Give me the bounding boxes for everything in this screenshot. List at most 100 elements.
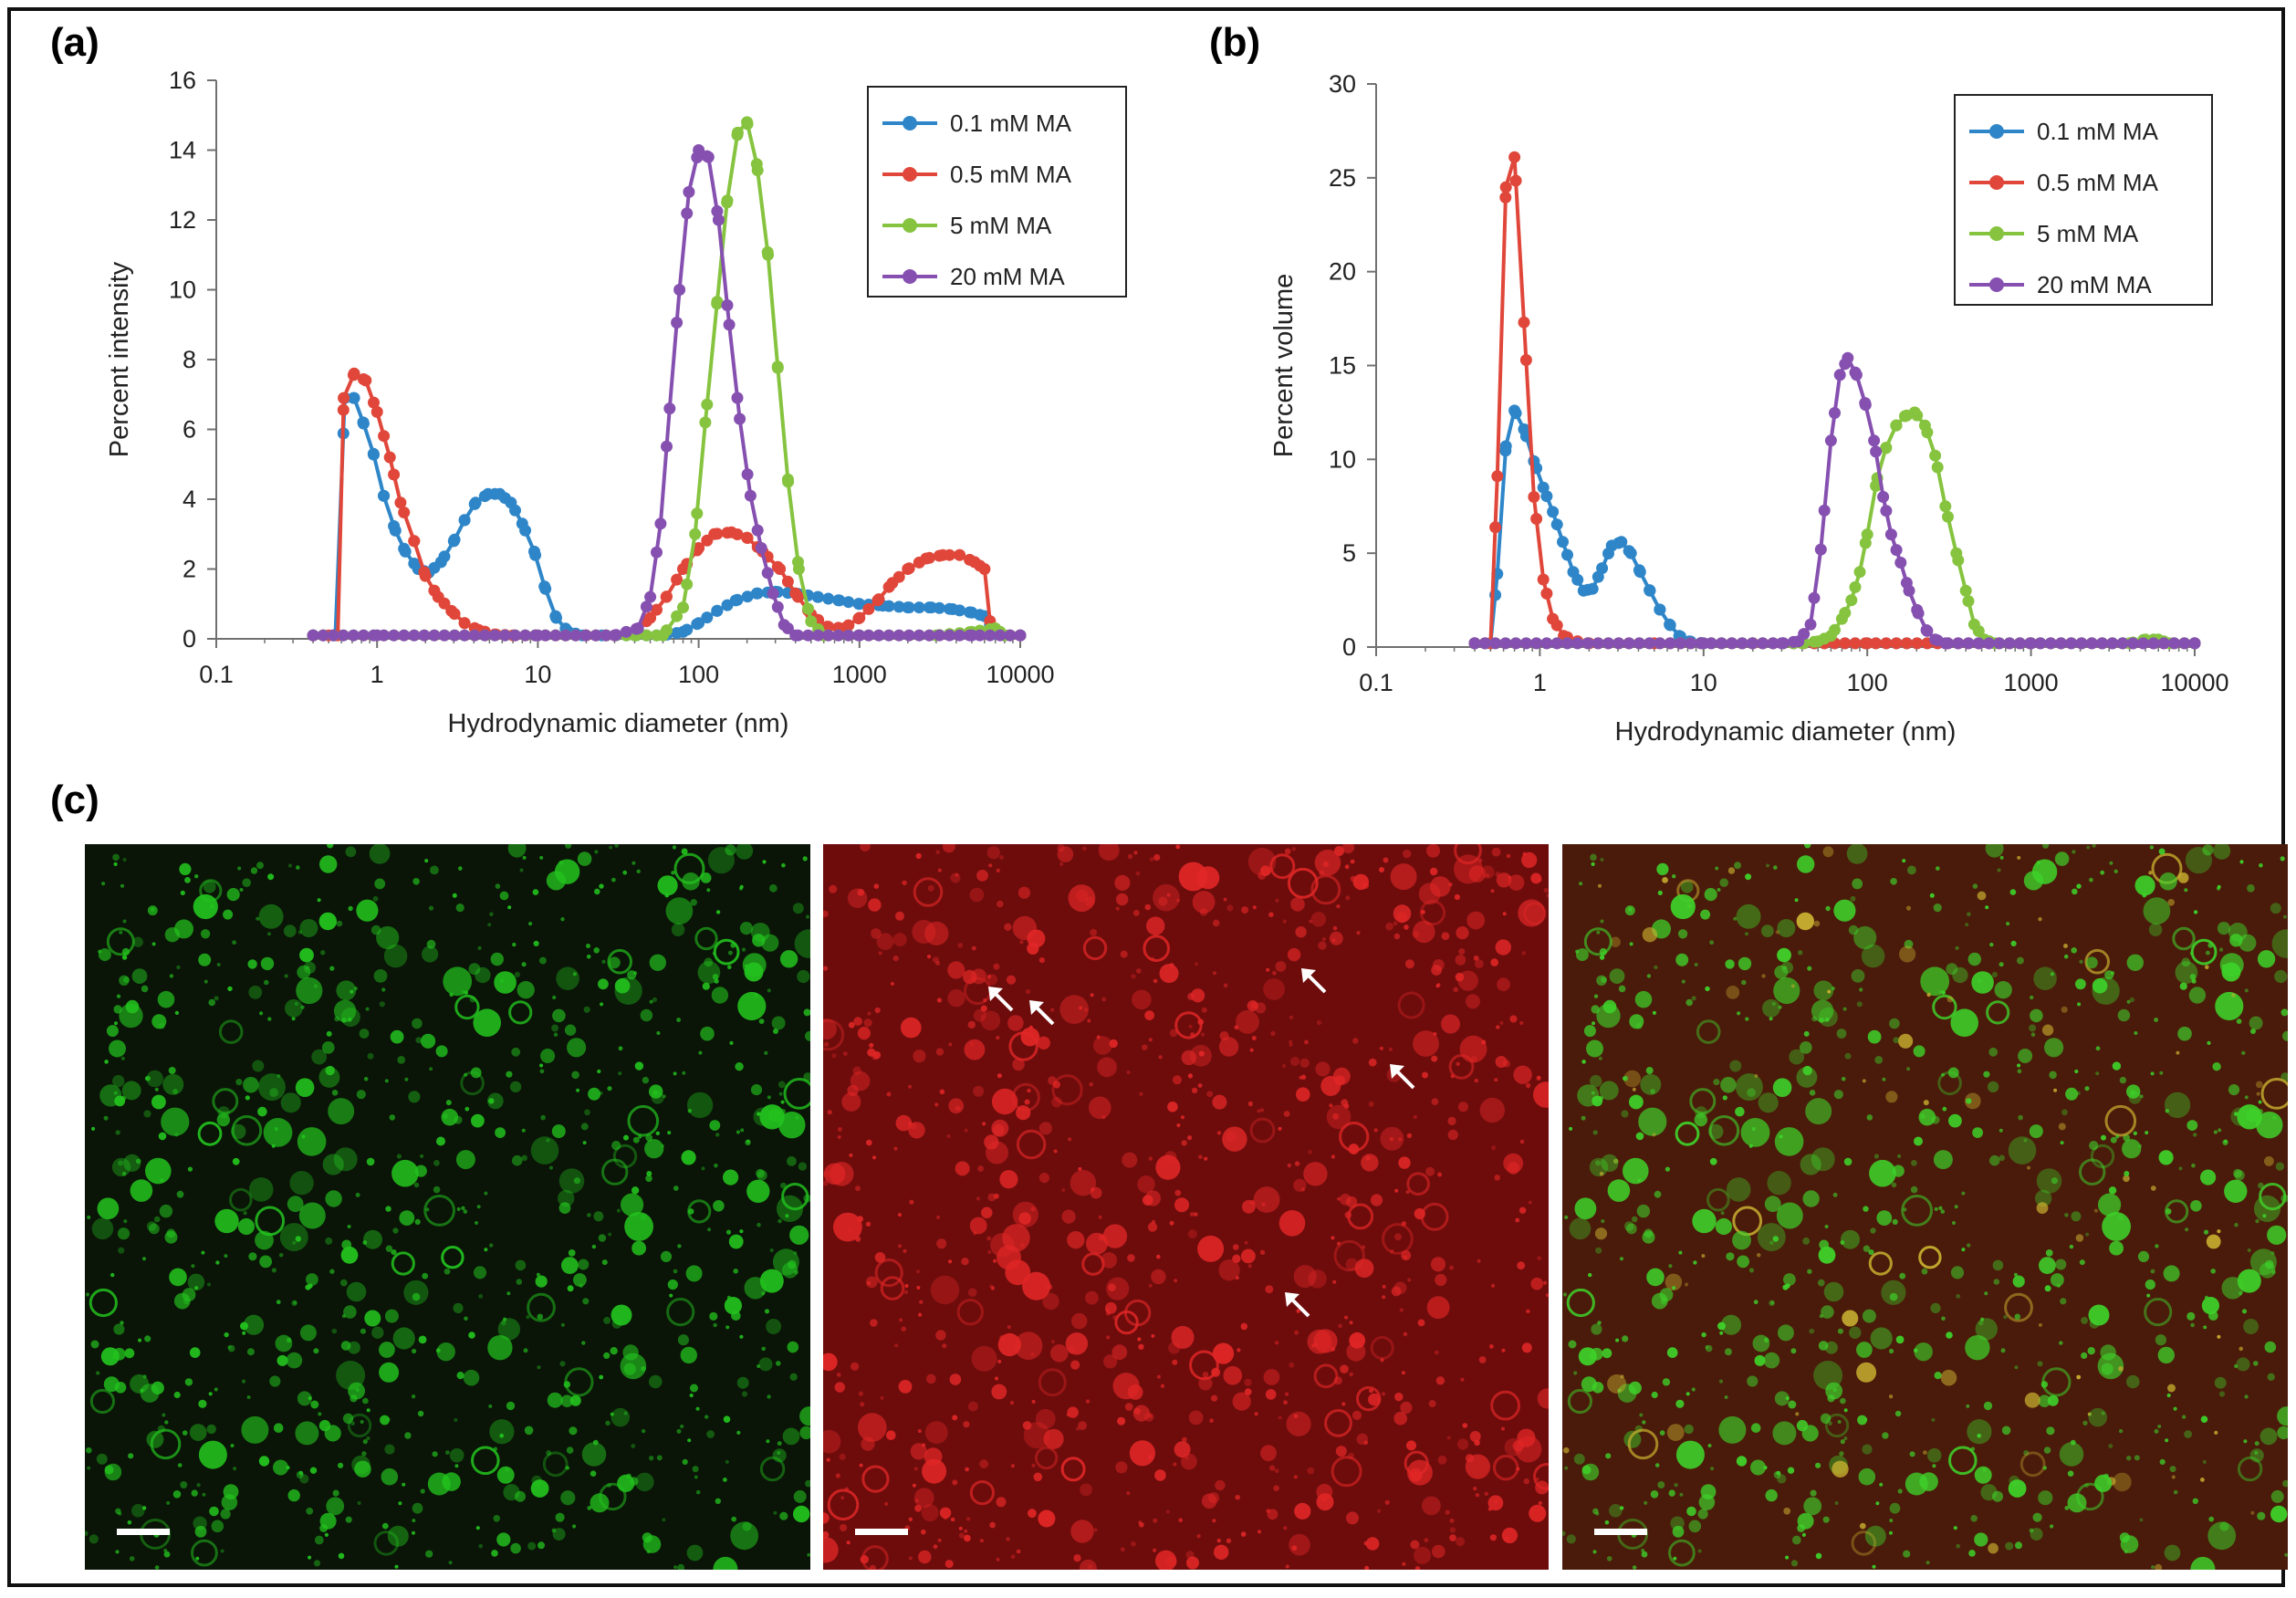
vesicle-spot	[1383, 857, 1389, 863]
vesicle-spot	[2148, 923, 2163, 936]
vesicle-spot	[224, 1332, 229, 1338]
vesicle-spot	[98, 948, 111, 962]
vesicle-spot	[243, 1077, 259, 1093]
vesicle-spot	[2101, 1411, 2105, 1415]
vesicle-spot	[1499, 1021, 1504, 1025]
vesicle-spot	[1308, 1150, 1312, 1154]
vesicle-spot	[2038, 1322, 2042, 1327]
vesicle-spot	[957, 943, 964, 948]
vesicle-spot	[1388, 1047, 1393, 1051]
vesicle-spot	[677, 1563, 685, 1570]
vesicle-spot	[635, 1472, 654, 1492]
vesicle-spot	[1420, 909, 1425, 914]
vesicle-spot	[725, 1229, 732, 1235]
vesicle-spot	[435, 1045, 448, 1058]
vesicle-spot	[1810, 1489, 1817, 1497]
vesicle-spot	[986, 846, 1000, 860]
vesicle-spot	[420, 1488, 425, 1494]
vesicle-spot	[295, 1236, 301, 1242]
vesicle-spot	[1999, 1154, 2005, 1162]
vesicle-spot	[2201, 1297, 2219, 1315]
vesicle-spot	[1675, 1399, 1685, 1408]
data-point	[1623, 637, 1635, 650]
vesicle-spot	[657, 875, 678, 896]
vesicle-spot	[1025, 988, 1031, 995]
vesicle-spot	[2184, 1430, 2192, 1438]
vesicle-ring	[508, 1000, 533, 1025]
vesicle-spot	[1173, 1462, 1177, 1467]
vesicle-spot	[404, 1432, 412, 1439]
vesicle-spot	[967, 1020, 976, 1029]
vesicle-spot	[611, 1141, 621, 1151]
vesicle-spot	[2046, 1426, 2055, 1436]
vesicle-ring	[1708, 1115, 1740, 1146]
vesicle-spot	[1382, 1284, 1386, 1289]
vesicle-spot	[1299, 1075, 1303, 1080]
vesicle-spot	[1982, 1467, 1987, 1472]
vesicle-spot	[933, 1544, 938, 1550]
vesicle-spot	[478, 1293, 484, 1299]
vesicle-ring	[913, 877, 944, 907]
panel-label-a: (a)	[50, 20, 99, 65]
vesicle-spot	[471, 1113, 485, 1128]
vesicle-spot	[172, 1089, 178, 1094]
vesicle-spot	[1137, 1175, 1155, 1194]
vesicle-spot	[220, 1549, 224, 1553]
vesicle-spot	[2258, 1100, 2262, 1104]
vesicle-spot	[1153, 1548, 1157, 1552]
vesicle-ring	[2190, 938, 2218, 966]
vesicle-spot	[1368, 1101, 1374, 1107]
vesicle-spot	[2092, 844, 2096, 848]
vesicle-spot	[334, 1016, 340, 1022]
vesicle-spot	[1187, 1135, 1193, 1141]
vesicle-spot	[1266, 1509, 1270, 1513]
vesicle-spot	[1089, 1082, 1093, 1087]
vesicle-spot	[977, 1165, 984, 1172]
vesicle-spot	[343, 1305, 357, 1319]
vesicle-spot	[1365, 1155, 1371, 1161]
vesicle-spot	[309, 1467, 318, 1474]
vesicle-spot	[1200, 1032, 1205, 1037]
vesicle-spot	[1694, 1112, 1707, 1127]
vesicle-spot	[158, 1132, 167, 1141]
vesicle-spot	[1523, 1478, 1529, 1485]
vesicle-spot	[2017, 1069, 2022, 1074]
data-point	[693, 617, 705, 630]
vesicle-spot	[1543, 888, 1549, 893]
vesicle-spot	[209, 1506, 219, 1517]
vesicle-spot	[741, 1391, 748, 1397]
vesicle-spot	[1863, 1245, 1871, 1252]
vesicle-spot	[356, 899, 379, 922]
vesicle-spot	[2270, 1489, 2284, 1503]
vesicle-spot	[1670, 893, 1696, 920]
vesicle-spot	[256, 862, 264, 870]
vesicle-spot	[802, 856, 808, 862]
vesicle-spot	[1354, 1259, 1374, 1278]
vesicle-spot	[1665, 1273, 1683, 1291]
y-tick-label: 0	[1342, 633, 1356, 661]
vesicle-spot	[1465, 1454, 1490, 1479]
vesicle-spot	[1967, 1243, 1971, 1248]
vesicle-ring	[2144, 1297, 2173, 1327]
vesicle-spot	[2186, 1120, 2198, 1131]
vesicle-spot	[151, 1094, 166, 1110]
vesicle-spot	[2184, 888, 2188, 893]
vesicle-spot	[1729, 1060, 1742, 1072]
vesicle-spot	[2139, 1094, 2144, 1099]
vesicle-spot	[860, 1555, 869, 1564]
vesicle-spot	[1802, 1237, 1811, 1245]
vesicle-spot	[1198, 1154, 1203, 1159]
vesicle-spot	[436, 1342, 455, 1362]
vesicle-spot	[982, 1122, 986, 1126]
vesicle-spot	[1115, 906, 1120, 911]
vesicle-spot	[1947, 1067, 1959, 1079]
vesicle-spot	[1174, 1441, 1191, 1458]
vesicle-spot	[777, 1441, 782, 1447]
vesicle-spot	[2118, 1428, 2124, 1434]
y-axis-title: Percent intensity	[105, 261, 134, 457]
vesicle-spot	[201, 1250, 205, 1255]
vesicle-spot	[132, 936, 143, 947]
vesicle-spot	[1535, 1477, 1539, 1481]
vesicle-spot	[1260, 1445, 1277, 1462]
